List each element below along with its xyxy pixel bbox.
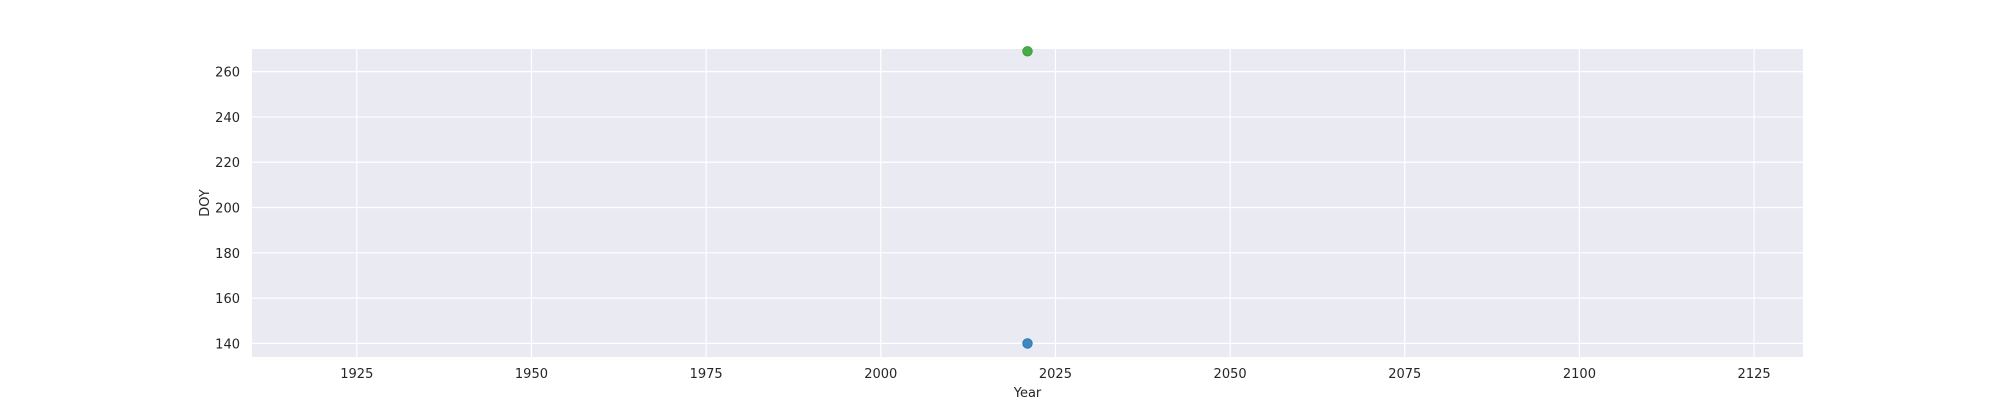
x-tick-label: 2000: [864, 367, 897, 382]
y-tick-label: 140: [215, 337, 240, 352]
y-tick-label: 220: [215, 156, 240, 171]
data-point: [1022, 338, 1033, 349]
data-points: [1022, 46, 1033, 349]
y-tick-label: 260: [215, 66, 240, 81]
x-tick-label: 1925: [340, 367, 373, 382]
y-tick-label: 240: [215, 111, 240, 126]
x-tick-label: 2100: [1563, 367, 1596, 382]
y-axis-label: DOY: [198, 189, 213, 217]
y-tick-labels: 140 160 180 200 220 240 260: [215, 66, 240, 353]
x-tick-labels: 1925 1950 1975 2000 2025 2050 2075 2100 2125: [340, 367, 1770, 382]
y-tick-label: 160: [215, 292, 240, 307]
x-tick-label: 2050: [1214, 367, 1247, 382]
x-tick-label: 2075: [1388, 367, 1421, 382]
data-point: [1022, 46, 1033, 57]
grid: [252, 49, 1803, 357]
y-tick-label: 180: [215, 247, 240, 262]
x-axis-label: Year: [1013, 386, 1042, 400]
plot-area: [252, 49, 1803, 357]
x-tick-label: 2125: [1738, 367, 1771, 382]
y-tick-label: 200: [215, 202, 240, 217]
x-tick-label: 2025: [1039, 367, 1072, 382]
x-tick-label: 1975: [690, 367, 723, 382]
x-tick-label: 1950: [515, 367, 548, 382]
